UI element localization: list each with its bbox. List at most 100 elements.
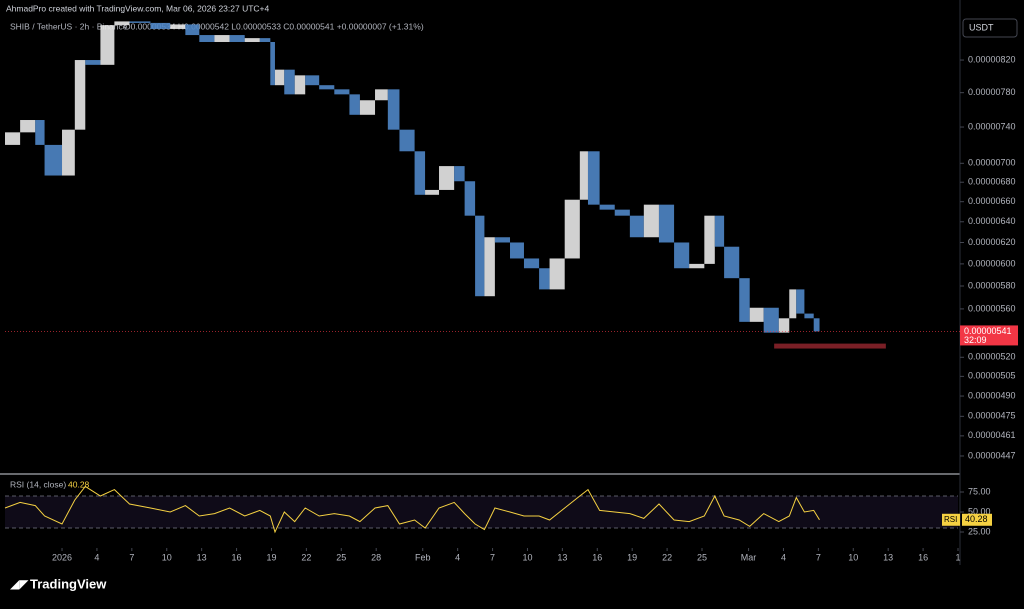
x-tick-label: 1 bbox=[955, 552, 960, 562]
rsi-tick-label: 25.00 bbox=[968, 526, 991, 536]
candle bbox=[614, 209, 630, 216]
x-tick-label: 7 bbox=[490, 552, 495, 562]
candle bbox=[484, 237, 495, 297]
candle bbox=[334, 89, 350, 95]
x-tick-label: 22 bbox=[301, 552, 311, 562]
candle bbox=[629, 215, 644, 238]
candle bbox=[199, 35, 215, 42]
candle bbox=[599, 204, 615, 210]
candle bbox=[305, 75, 320, 86]
candle bbox=[763, 307, 779, 333]
symbol: SHIB / TetherUS · 2h · Binance bbox=[10, 21, 128, 31]
x-tick-label: 25 bbox=[336, 552, 346, 562]
candle bbox=[658, 204, 675, 243]
candle bbox=[464, 181, 476, 216]
candle bbox=[387, 89, 400, 130]
y-tick-label: 0.00000520 bbox=[968, 352, 1016, 362]
candle bbox=[804, 313, 814, 319]
y-tick-label: 0.00000680 bbox=[968, 177, 1016, 187]
currency[interactable]: USDT bbox=[969, 22, 994, 32]
x-tick-label: 16 bbox=[918, 552, 928, 562]
y-tick-label: 0.00000600 bbox=[968, 258, 1016, 268]
brand-logo: ◢◤ bbox=[10, 577, 29, 591]
x-tick-label: 2026 bbox=[52, 552, 72, 562]
candle bbox=[454, 166, 465, 182]
y-tick-label: 0.00000475 bbox=[968, 411, 1016, 421]
candle bbox=[564, 199, 580, 259]
y-tick-label: 0.00000560 bbox=[968, 303, 1016, 313]
candle bbox=[510, 242, 524, 259]
candle bbox=[475, 215, 485, 297]
x-tick-label: 13 bbox=[883, 552, 893, 562]
candle bbox=[44, 144, 63, 176]
ohlc: O0.00000534 H0.00000542 L0.00000533 C0.0… bbox=[124, 21, 424, 31]
candle bbox=[20, 120, 36, 133]
candle bbox=[549, 258, 565, 290]
candle bbox=[789, 289, 797, 319]
rsi-badge-value: 40.28 bbox=[965, 514, 988, 524]
rsi-badge-bg bbox=[962, 513, 992, 526]
candle bbox=[294, 75, 306, 95]
candle bbox=[749, 307, 764, 322]
rsi-tick-label: 50.00 bbox=[968, 506, 991, 516]
candle bbox=[359, 100, 376, 115]
x-tick-label: 16 bbox=[592, 552, 602, 562]
y-tick-label: 0.00000640 bbox=[968, 216, 1016, 226]
candle bbox=[414, 151, 426, 195]
candle bbox=[539, 268, 550, 290]
candle bbox=[399, 129, 415, 152]
candle bbox=[114, 21, 130, 26]
x-tick-label: 13 bbox=[557, 552, 567, 562]
y-tick-label: 0.00000505 bbox=[968, 371, 1016, 381]
y-tick-label: 0.00000660 bbox=[968, 196, 1016, 206]
y-tick-label: 0.00000447 bbox=[968, 450, 1016, 460]
x-tick-label: 16 bbox=[232, 552, 242, 562]
rsi-legend: RSI (14, close) bbox=[10, 479, 66, 489]
x-tick-label: 28 bbox=[371, 552, 381, 562]
candle bbox=[674, 242, 690, 269]
candle bbox=[185, 24, 200, 36]
x-tick-label: 4 bbox=[781, 552, 786, 562]
candle bbox=[704, 215, 715, 264]
x-tick-label: Mar bbox=[741, 552, 757, 562]
x-tick-label: Feb bbox=[415, 552, 431, 562]
candle bbox=[274, 69, 285, 86]
candle bbox=[74, 60, 86, 130]
x-tick-label: 4 bbox=[94, 552, 99, 562]
candle bbox=[62, 129, 75, 176]
candle bbox=[494, 237, 511, 243]
candle bbox=[229, 35, 245, 42]
candle bbox=[319, 85, 335, 90]
x-tick-label: 19 bbox=[627, 552, 637, 562]
y-tick-label: 0.00000740 bbox=[968, 121, 1016, 131]
candle bbox=[689, 263, 705, 269]
rsi-badge-name-bg bbox=[942, 513, 960, 526]
candle bbox=[270, 41, 275, 86]
candle bbox=[100, 25, 115, 65]
candle bbox=[259, 38, 271, 42]
candle bbox=[170, 24, 186, 29]
last-price-badge bbox=[960, 325, 1018, 346]
candle bbox=[284, 69, 295, 95]
candle bbox=[214, 35, 230, 42]
x-tick-label: 10 bbox=[162, 552, 172, 562]
candle bbox=[587, 151, 600, 205]
brand: ◢◤ TradingView bbox=[10, 576, 107, 591]
candle bbox=[724, 246, 740, 279]
currency-button[interactable] bbox=[962, 18, 1018, 38]
x-tick-label: 7 bbox=[129, 552, 134, 562]
rsi-badge-name: RSI bbox=[944, 515, 957, 524]
candle bbox=[425, 189, 440, 195]
x-tick-label: 10 bbox=[522, 552, 532, 562]
candle bbox=[244, 38, 260, 42]
candle bbox=[129, 21, 151, 23]
rsi-legend-value: 40.28 bbox=[68, 479, 90, 489]
rsi-band bbox=[5, 496, 958, 528]
last-price: 0.00000541 bbox=[964, 326, 1012, 336]
candle bbox=[439, 166, 455, 190]
y-tick-label: 0.00000580 bbox=[968, 280, 1016, 290]
y-tick-label: 0.00000490 bbox=[968, 390, 1016, 400]
